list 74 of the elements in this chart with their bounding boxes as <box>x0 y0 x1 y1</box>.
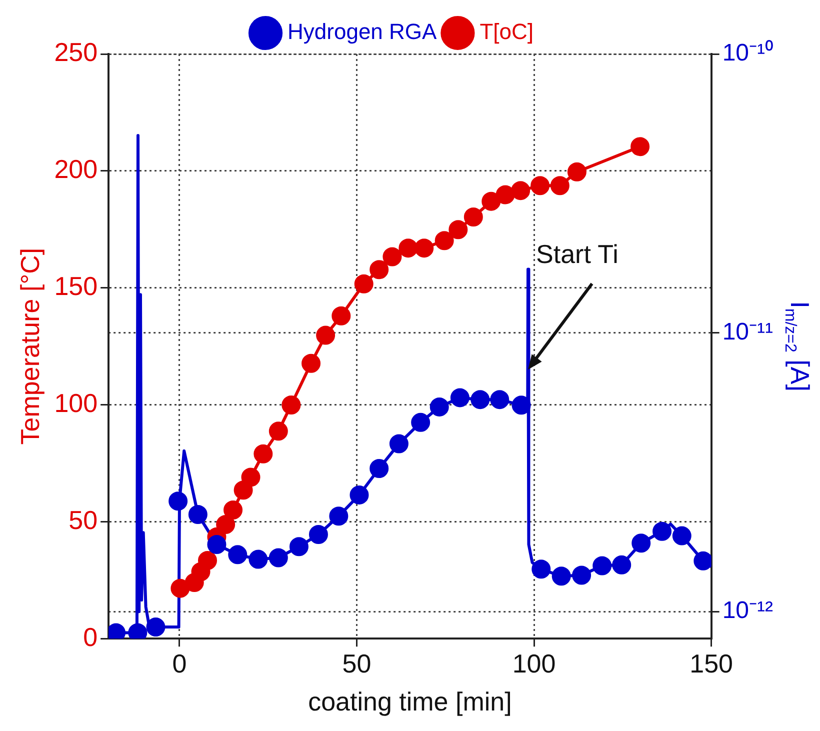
y-tick-label: 250 <box>54 37 98 68</box>
point <box>248 550 268 569</box>
y-tick-label: 50 <box>68 504 98 535</box>
point <box>354 274 374 294</box>
y-tick-label: 100 <box>54 388 98 418</box>
point <box>241 468 260 487</box>
point <box>532 560 551 579</box>
point <box>511 181 530 200</box>
point <box>207 535 226 554</box>
x-axis-title: coating time [min] <box>308 686 512 717</box>
point <box>550 176 570 196</box>
point <box>672 526 692 546</box>
point <box>316 326 336 345</box>
point <box>612 555 632 574</box>
x-tick-label: 0 <box>172 648 187 678</box>
point <box>370 260 389 280</box>
point <box>216 514 236 534</box>
point <box>228 545 248 564</box>
point <box>329 506 348 526</box>
point <box>254 444 273 464</box>
point <box>490 390 510 410</box>
y2-tick-label: 10⁻¹⁰ <box>722 40 773 67</box>
point <box>224 500 243 520</box>
point <box>188 504 208 524</box>
legend-label: Hydrogen RGA <box>288 19 438 44</box>
point <box>198 550 217 570</box>
annotation: Start Ti <box>536 238 618 269</box>
point <box>268 422 288 441</box>
y-axis-title: Temperature [°C] <box>14 248 45 445</box>
point <box>168 492 188 511</box>
point <box>389 434 408 454</box>
point <box>630 137 650 156</box>
point <box>302 354 321 373</box>
point <box>350 485 369 504</box>
point <box>592 556 612 576</box>
point <box>370 459 389 478</box>
x-tick-label: 100 <box>512 648 556 678</box>
point <box>289 537 308 556</box>
point <box>282 395 301 414</box>
point <box>572 566 592 585</box>
point <box>398 238 418 258</box>
point <box>464 207 483 226</box>
point <box>567 162 586 182</box>
point <box>434 231 454 250</box>
point <box>530 176 550 196</box>
y2-tick-label: 10⁻¹¹ <box>722 318 773 346</box>
point <box>332 306 351 326</box>
point <box>411 412 430 432</box>
point <box>268 548 288 568</box>
point <box>308 525 328 544</box>
y-tick-label: 0 <box>83 622 98 652</box>
y-tick-label: 200 <box>54 154 98 184</box>
point <box>382 247 402 266</box>
point <box>414 238 434 258</box>
point <box>430 397 449 416</box>
point <box>694 551 712 570</box>
point <box>496 185 515 204</box>
point <box>146 618 166 637</box>
x-tick-label: 150 <box>690 648 734 678</box>
y2-tick-label: 10⁻¹² <box>722 597 773 624</box>
x-tick-label: 50 <box>342 648 372 678</box>
point <box>652 522 672 541</box>
point <box>512 396 531 415</box>
point <box>170 578 190 598</box>
point <box>470 390 490 410</box>
point <box>450 388 470 408</box>
legend-label: T[oC] <box>480 19 534 44</box>
point <box>632 534 651 553</box>
point <box>552 566 571 586</box>
point <box>482 192 501 211</box>
y2-axis-title: Im/z=2 [A] <box>782 301 815 392</box>
point <box>448 220 468 240</box>
y-tick-label: 150 <box>54 271 98 302</box>
point <box>234 480 253 500</box>
